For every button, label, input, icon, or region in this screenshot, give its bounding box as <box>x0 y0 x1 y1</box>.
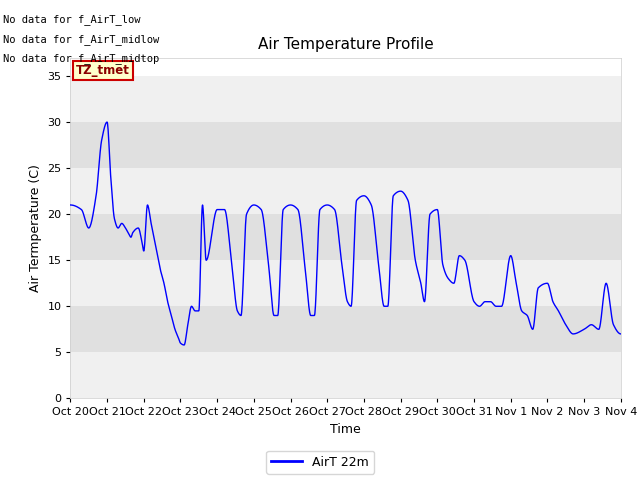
Text: TZ_tmet: TZ_tmet <box>76 64 130 77</box>
Text: No data for f_AirT_midlow: No data for f_AirT_midlow <box>3 34 159 45</box>
Bar <box>70 306 621 352</box>
Y-axis label: Air Termperature (C): Air Termperature (C) <box>29 164 42 292</box>
Bar <box>70 76 621 122</box>
X-axis label: Time: Time <box>330 423 361 436</box>
Legend: AirT 22m: AirT 22m <box>266 451 374 474</box>
Text: No data for f_AirT_low: No data for f_AirT_low <box>3 14 141 25</box>
Bar <box>70 122 621 168</box>
Bar <box>70 260 621 306</box>
Title: Air Temperature Profile: Air Temperature Profile <box>258 37 433 52</box>
Bar <box>70 352 621 398</box>
Text: No data for f_AirT_midtop: No data for f_AirT_midtop <box>3 53 159 64</box>
Bar <box>70 168 621 214</box>
Bar <box>70 214 621 260</box>
